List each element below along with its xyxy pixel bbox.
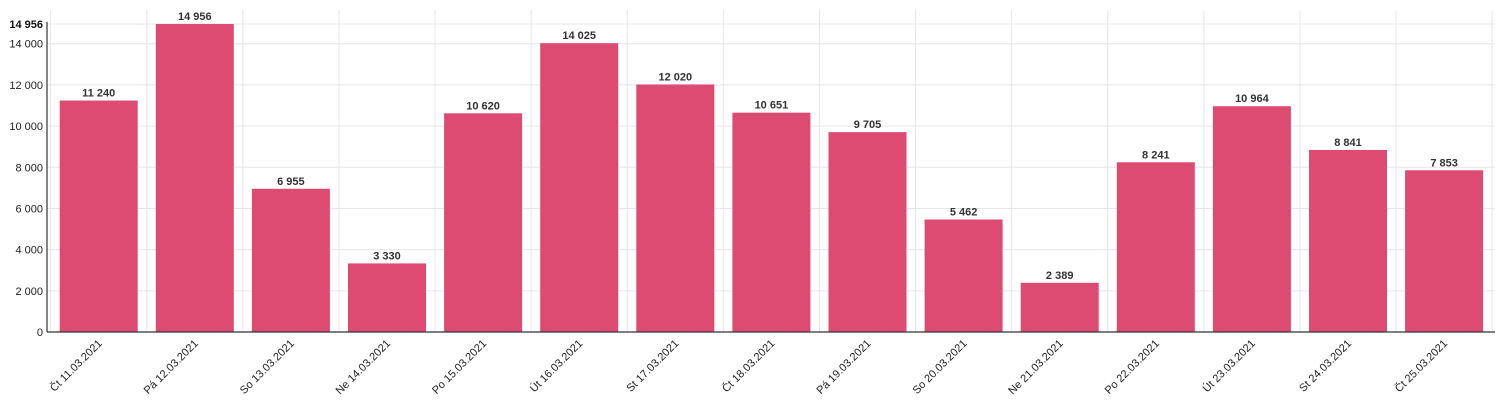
y-tick-label: 4 000 — [15, 245, 43, 257]
bar-value-label: 6 955 — [277, 176, 305, 188]
y-tick-label: 14 000 — [9, 39, 43, 51]
bar[interactable] — [636, 84, 715, 332]
bar[interactable] — [1020, 282, 1099, 332]
axis-layer — [46, 22, 1495, 333]
x-tick-label: So 13.03.2021 — [238, 338, 297, 397]
x-tick-label: Pá 12.03.2021 — [142, 338, 201, 397]
x-tick-label: Út 16.03.2021 — [527, 337, 585, 395]
y-tick-label: 12 000 — [9, 80, 43, 92]
bar-value-label: 12 020 — [658, 71, 692, 83]
x-tick-label: Ne 14.03.2021 — [334, 338, 394, 398]
y-max-label: 14 956 — [9, 19, 43, 31]
y-tick-label: 0 — [37, 327, 43, 339]
y-tick-label: 10 000 — [9, 121, 43, 133]
bar[interactable] — [732, 112, 811, 332]
bar[interactable] — [1309, 149, 1387, 332]
bar[interactable] — [828, 132, 907, 332]
bar[interactable] — [155, 24, 234, 332]
x-tick-label: Čt 11.03.2021 — [47, 337, 104, 394]
x-tick-label: Ne 21.03.2021 — [1006, 338, 1066, 398]
x-tick-label: Čt 25.03.2021 — [1392, 337, 1450, 395]
bar[interactable] — [540, 43, 619, 332]
bar[interactable] — [348, 263, 426, 332]
x-tick-label: St 24.03.2021 — [1297, 338, 1354, 395]
bar[interactable] — [444, 113, 523, 332]
bar-value-label: 5 462 — [950, 207, 978, 219]
bar[interactable] — [1212, 106, 1291, 332]
x-tick-label: So 20.03.2021 — [911, 338, 970, 397]
y-tick-label: 6 000 — [15, 203, 43, 215]
bar-value-label: 7 853 — [1430, 157, 1458, 169]
bar-value-label: 3 330 — [373, 250, 401, 262]
bar-value-label: 9 705 — [854, 119, 882, 131]
bar[interactable] — [59, 100, 138, 333]
bar-value-label: 10 964 — [1235, 93, 1270, 105]
y-tick-label: 2 000 — [15, 286, 43, 298]
bar[interactable] — [924, 219, 1003, 332]
bar[interactable] — [1116, 162, 1195, 332]
x-tick-label: Pá 19.03.2021 — [815, 338, 874, 397]
bar-value-label: 8 841 — [1334, 137, 1362, 149]
x-tick-label: Čt 18.03.2021 — [719, 337, 777, 395]
bar-value-label: 10 651 — [755, 100, 789, 112]
y-tick-label: 8 000 — [15, 162, 43, 174]
bar[interactable] — [251, 188, 330, 332]
x-tick-label: St 17.03.2021 — [624, 338, 681, 395]
bar-value-label: 2 389 — [1046, 270, 1074, 282]
bar-value-label: 14 025 — [562, 30, 596, 42]
bar-value-label: 11 240 — [82, 88, 115, 100]
bars-layer — [59, 24, 1484, 333]
bar-value-label: 8 241 — [1142, 149, 1170, 161]
bar-value-label: 14 956 — [178, 11, 212, 23]
x-tick-label: Út 23.03.2021 — [1200, 337, 1258, 395]
x-tick-label: Po 22.03.2021 — [1103, 338, 1162, 397]
bar-value-label: 10 620 — [466, 100, 500, 112]
bar[interactable] — [1405, 170, 1484, 332]
x-tick-label: Po 15.03.2021 — [430, 338, 489, 397]
